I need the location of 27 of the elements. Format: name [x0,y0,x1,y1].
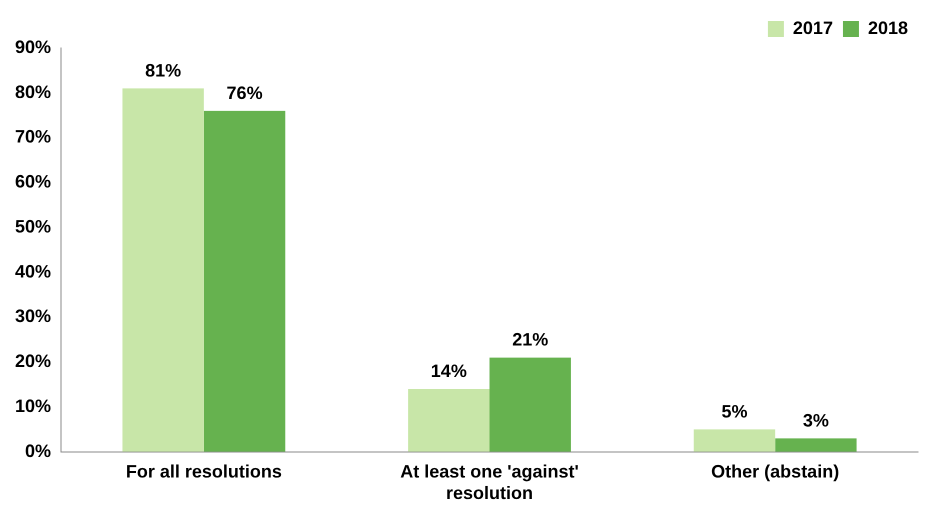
y-tick-label: 80% [14,82,52,102]
data-label: 81% [145,60,182,80]
data-label: 3% [802,410,829,430]
bar [775,438,857,452]
y-tick-label: 90% [14,36,52,57]
data-label: 21% [512,330,548,350]
bar [694,429,776,452]
x-tick-label: At least one 'against' resolution [400,462,579,504]
legend-label: 2017 [792,18,833,38]
y-tick-label: 60% [14,172,52,192]
x-tick-label: For all resolutions [126,462,282,482]
legend-label: 2018 [868,18,908,38]
y-tick-label: 30% [14,306,52,326]
data-label: 5% [721,401,748,422]
bar [204,110,286,452]
y-tick-label: 0% [25,440,52,461]
y-tick-label: 20% [14,351,52,372]
y-tick-label: 70% [14,126,52,147]
y-tick-label: 50% [14,216,52,236]
bar [122,88,204,452]
x-tick-label: Other (abstain) [711,462,840,482]
y-tick-label: 40% [14,261,52,282]
data-label: 14% [430,360,467,381]
bar [408,388,490,452]
data-label: 76% [226,82,263,103]
y-tick-label: 10% [14,396,52,416]
bar [490,358,571,452]
